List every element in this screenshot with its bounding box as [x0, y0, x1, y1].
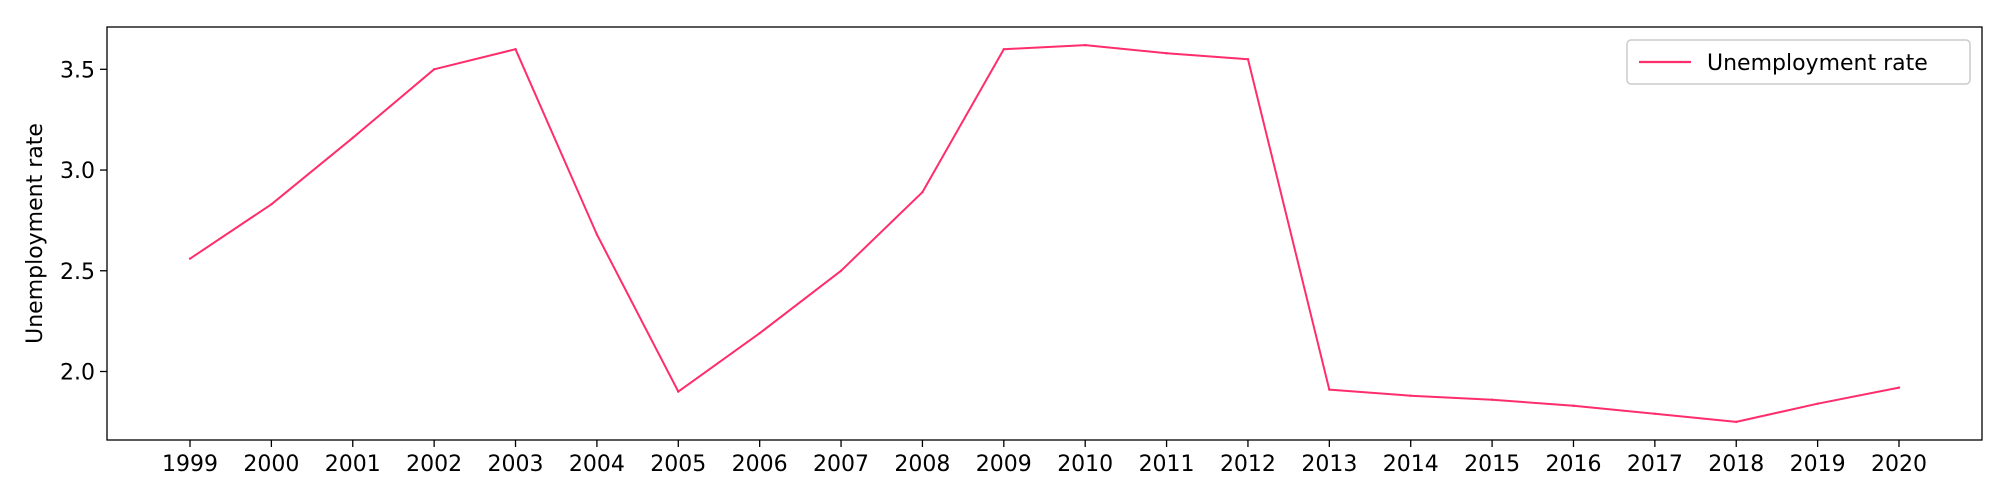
y-tick-label: 3.5 — [60, 58, 95, 83]
x-tick-label: 2014 — [1383, 452, 1439, 477]
y-tick-label: 2.5 — [60, 260, 95, 285]
plot-area: 1999 2000 2001 2002 2003 2004 2005 2006 2007 2008… — [60, 26, 1983, 477]
x-tick-label: 2008 — [894, 452, 950, 477]
data-point — [351, 136, 354, 140]
data-point — [1165, 51, 1168, 55]
x-tick-label: 2018 — [1708, 452, 1764, 477]
data-point — [514, 47, 517, 51]
data-point — [1816, 402, 1819, 405]
data-point — [1897, 386, 1901, 389]
x-tick-label: 2019 — [1790, 452, 1846, 477]
x-tick-label: 2012 — [1220, 452, 1276, 477]
data-point — [1653, 412, 1657, 416]
y-tick-label: 3.0 — [60, 159, 95, 184]
y-axis-label: Unemployment rate — [23, 123, 48, 344]
x-tick-label: 2001 — [325, 452, 381, 477]
data-point — [677, 390, 680, 393]
x-tick-label: 2013 — [1301, 452, 1357, 477]
data-point — [1735, 420, 1738, 424]
x-tick-label: 2004 — [569, 452, 625, 477]
x-tick-label: 2006 — [732, 452, 788, 477]
x-tick-label: 2009 — [976, 452, 1032, 477]
legend: Unemployment rate — [1626, 39, 1971, 85]
x-tick-label: 2002 — [406, 452, 462, 477]
x-tick-label: 2010 — [1057, 452, 1113, 477]
legend-box — [1626, 39, 1971, 85]
x-tick-label: 1999 — [162, 452, 218, 477]
x-tick-label: 2007 — [813, 452, 869, 477]
x-tick-label: 2003 — [488, 452, 544, 477]
x-tick-label: 2011 — [1139, 452, 1195, 477]
x-tick-label: 2017 — [1627, 452, 1683, 477]
data-point — [921, 191, 924, 194]
x-tick-label: 2000 — [243, 452, 299, 477]
legend-label: Unemployment rate — [1707, 51, 1928, 76]
data-point — [188, 257, 192, 260]
data-point — [1490, 398, 1494, 401]
plot-frame — [106, 26, 1983, 441]
series-line — [189, 44, 1900, 423]
data-point — [270, 203, 273, 206]
data-point — [1409, 394, 1412, 397]
data-point — [595, 233, 599, 236]
x-tick-label: 2005 — [650, 452, 706, 477]
data-point — [1246, 58, 1250, 61]
data-point — [1083, 43, 1087, 47]
y-tick-label: 2.0 — [60, 361, 95, 386]
data-point — [1002, 47, 1006, 51]
data-point — [432, 68, 436, 71]
data-point — [1328, 388, 1331, 391]
x-tick-label: 2015 — [1464, 452, 1520, 477]
data-point — [758, 332, 761, 335]
data-point — [839, 269, 843, 272]
data-point — [1572, 404, 1575, 407]
x-tick-label: 2020 — [1871, 452, 1927, 477]
x-tick-label: 2016 — [1545, 452, 1601, 477]
